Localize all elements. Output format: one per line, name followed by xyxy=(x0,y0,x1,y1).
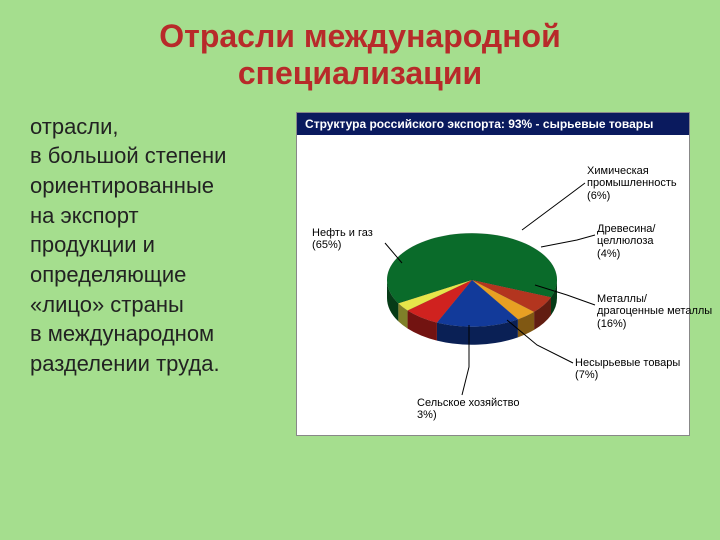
slice-label: Сельское хозяйство3%) xyxy=(417,397,519,422)
content-row: отрасли,в большой степениориентированные… xyxy=(30,112,690,436)
slice-label: Несырьевые товары(7%) xyxy=(575,357,680,382)
title-line-2: специализации xyxy=(238,55,482,91)
slice-label: Металлы/драгоценные металлы(16%) xyxy=(597,293,712,331)
title-line-1: Отрасли международной xyxy=(159,18,560,54)
chart-header: Структура российского экспорта: 93% - сы… xyxy=(297,113,689,135)
slice-label: Нефть и газ(65%) xyxy=(312,227,373,252)
chart-frame: Структура российского экспорта: 93% - сы… xyxy=(296,112,690,436)
body-text: отрасли,в большой степениориентированные… xyxy=(30,112,286,436)
slice-label: Химическаяпромышленность(6%) xyxy=(587,165,677,203)
slide-title: Отрасли международной специализации xyxy=(30,18,690,92)
chart-area: Нефть и газ(65%) Химическаяпромышленность… xyxy=(297,135,689,435)
slice-label: Древесина/целлюлоза(4%) xyxy=(597,223,655,261)
